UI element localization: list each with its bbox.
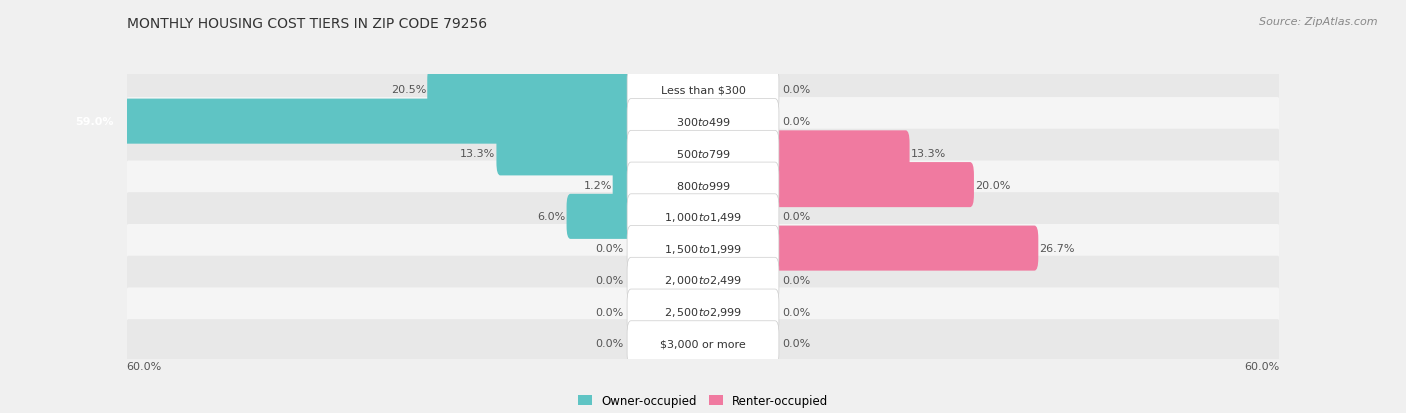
FancyBboxPatch shape	[627, 290, 779, 334]
Text: $3,000 or more: $3,000 or more	[661, 339, 745, 349]
Text: 0.0%: 0.0%	[595, 339, 623, 349]
Text: 20.5%: 20.5%	[391, 85, 426, 95]
FancyBboxPatch shape	[125, 98, 1281, 146]
FancyBboxPatch shape	[627, 68, 779, 113]
Text: $2,500 to $2,999: $2,500 to $2,999	[664, 305, 742, 318]
FancyBboxPatch shape	[775, 131, 910, 176]
FancyBboxPatch shape	[627, 321, 779, 366]
Text: 60.0%: 60.0%	[1244, 361, 1279, 371]
Text: 0.0%: 0.0%	[783, 275, 811, 285]
Text: Source: ZipAtlas.com: Source: ZipAtlas.com	[1260, 17, 1378, 26]
FancyBboxPatch shape	[627, 131, 779, 176]
FancyBboxPatch shape	[125, 224, 1281, 273]
Text: 1.2%: 1.2%	[583, 180, 612, 190]
FancyBboxPatch shape	[125, 256, 1281, 304]
Text: 60.0%: 60.0%	[127, 361, 162, 371]
FancyBboxPatch shape	[627, 226, 779, 271]
Text: Less than $300: Less than $300	[661, 85, 745, 95]
Text: 0.0%: 0.0%	[783, 85, 811, 95]
FancyBboxPatch shape	[627, 195, 779, 239]
FancyBboxPatch shape	[567, 195, 631, 239]
FancyBboxPatch shape	[775, 163, 974, 208]
Text: $1,500 to $1,999: $1,500 to $1,999	[664, 242, 742, 255]
Text: $800 to $999: $800 to $999	[675, 179, 731, 191]
FancyBboxPatch shape	[58, 100, 631, 144]
FancyBboxPatch shape	[627, 163, 779, 208]
Text: 0.0%: 0.0%	[595, 275, 623, 285]
Text: 0.0%: 0.0%	[783, 339, 811, 349]
FancyBboxPatch shape	[775, 226, 1038, 271]
Text: 0.0%: 0.0%	[595, 244, 623, 254]
Text: $300 to $499: $300 to $499	[675, 116, 731, 128]
FancyBboxPatch shape	[125, 319, 1281, 368]
Text: $2,000 to $2,499: $2,000 to $2,499	[664, 274, 742, 287]
Text: 13.3%: 13.3%	[911, 149, 946, 159]
Text: $500 to $799: $500 to $799	[675, 147, 731, 159]
FancyBboxPatch shape	[427, 68, 631, 113]
Text: 26.7%: 26.7%	[1039, 244, 1074, 254]
Text: 0.0%: 0.0%	[783, 307, 811, 317]
Legend: Owner-occupied, Renter-occupied: Owner-occupied, Renter-occupied	[578, 394, 828, 407]
Text: 0.0%: 0.0%	[783, 212, 811, 222]
FancyBboxPatch shape	[125, 66, 1281, 114]
FancyBboxPatch shape	[125, 193, 1281, 241]
FancyBboxPatch shape	[125, 129, 1281, 178]
Text: 0.0%: 0.0%	[595, 307, 623, 317]
Text: 6.0%: 6.0%	[537, 212, 565, 222]
FancyBboxPatch shape	[496, 131, 631, 176]
FancyBboxPatch shape	[613, 163, 631, 208]
FancyBboxPatch shape	[627, 258, 779, 303]
FancyBboxPatch shape	[125, 288, 1281, 336]
Text: 0.0%: 0.0%	[783, 117, 811, 127]
Text: MONTHLY HOUSING COST TIERS IN ZIP CODE 79256: MONTHLY HOUSING COST TIERS IN ZIP CODE 7…	[127, 17, 486, 31]
Text: $1,000 to $1,499: $1,000 to $1,499	[664, 210, 742, 223]
Text: 13.3%: 13.3%	[460, 149, 495, 159]
Text: 20.0%: 20.0%	[974, 180, 1011, 190]
Text: 59.0%: 59.0%	[76, 117, 114, 127]
FancyBboxPatch shape	[125, 161, 1281, 209]
FancyBboxPatch shape	[627, 100, 779, 144]
